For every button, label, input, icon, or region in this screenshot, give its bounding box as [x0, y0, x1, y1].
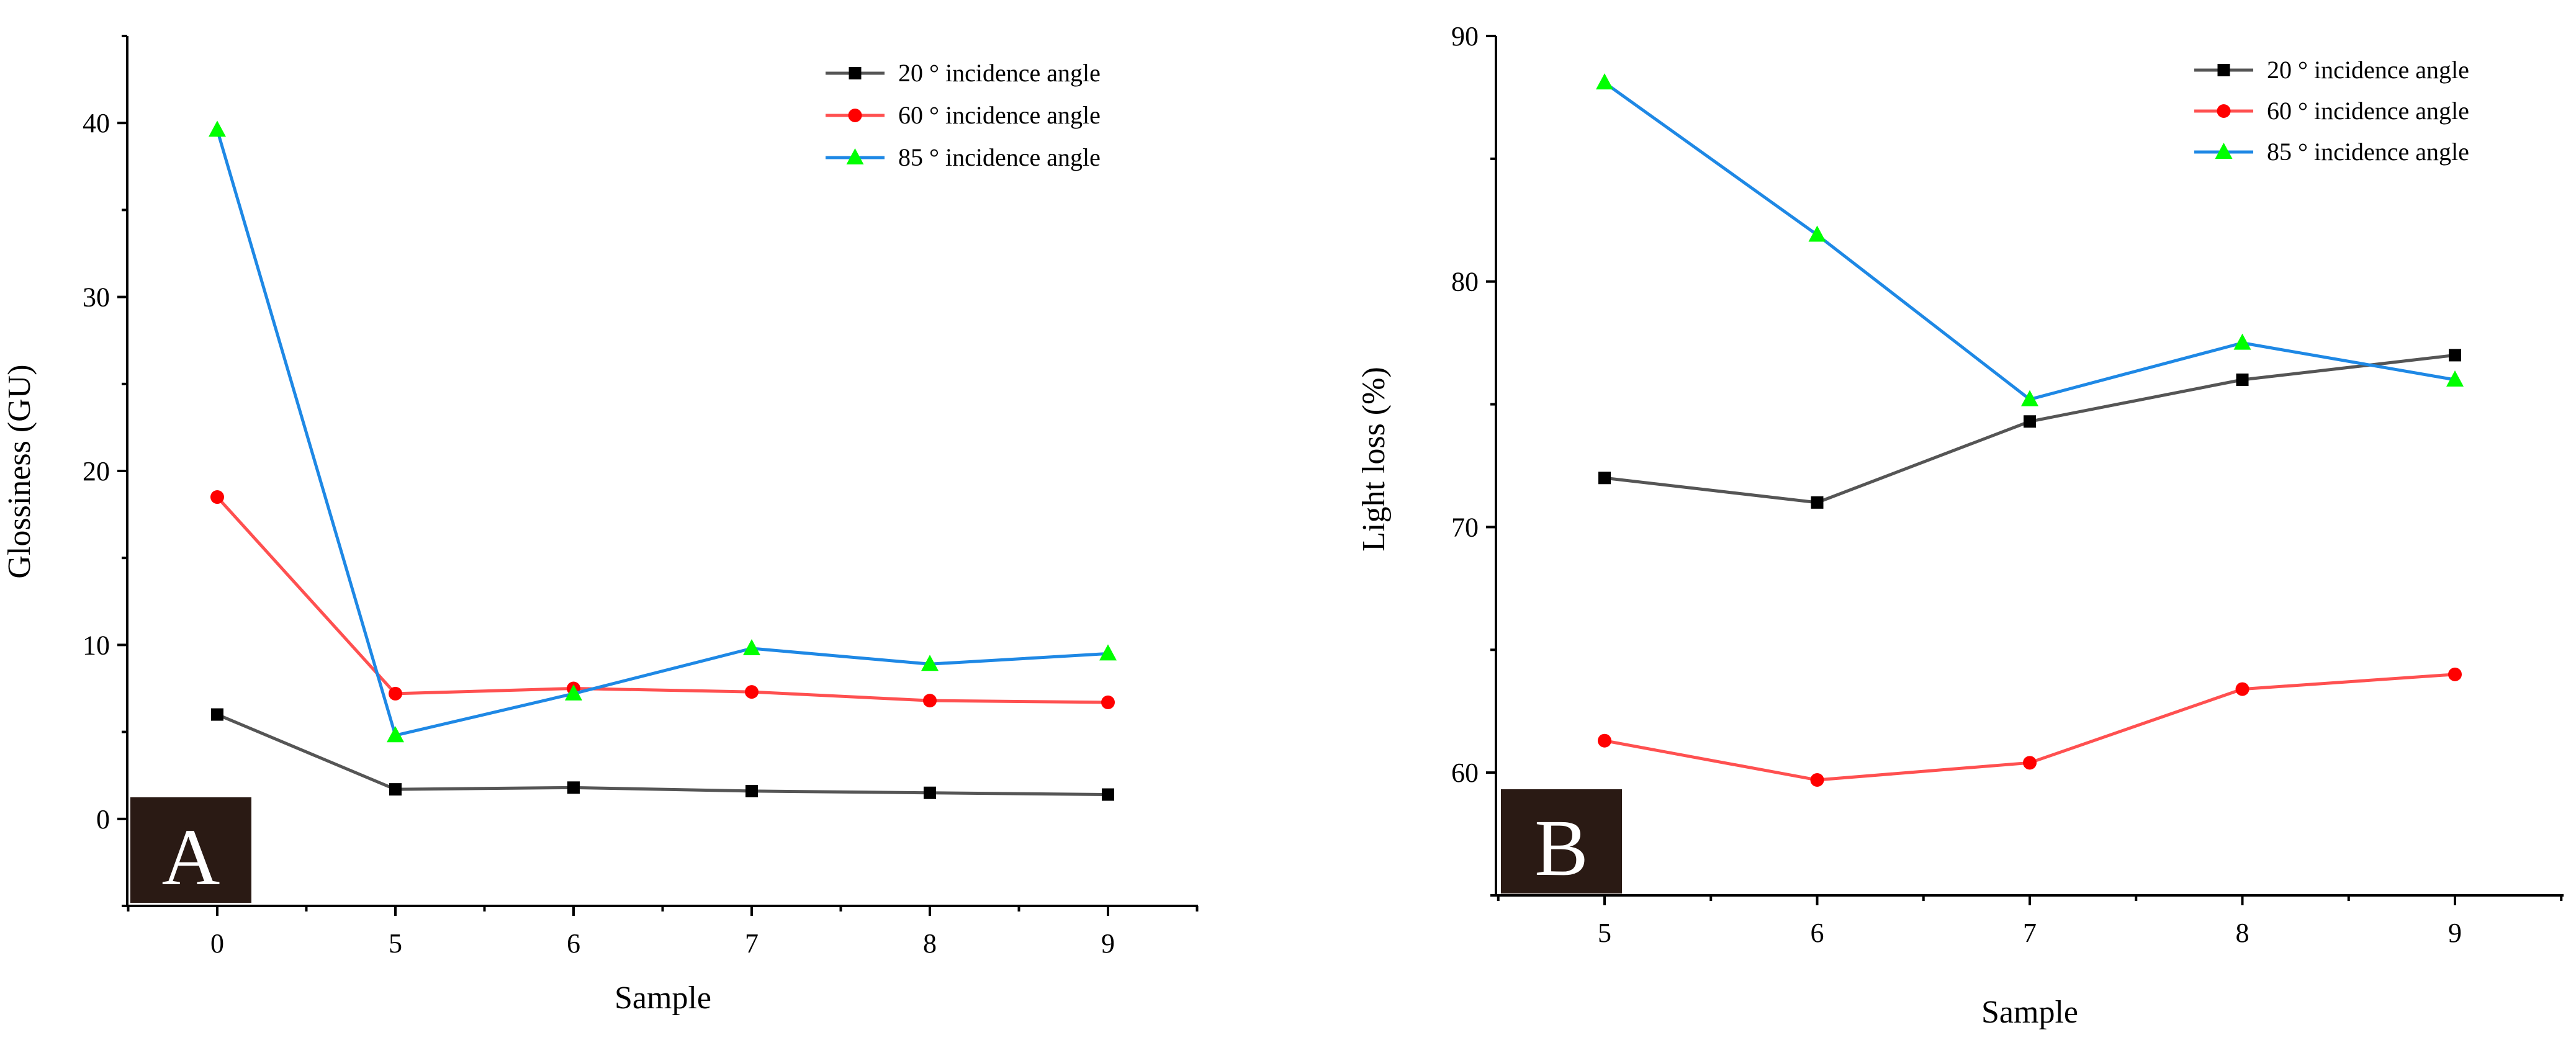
series-1-point	[1598, 472, 1611, 485]
y-axis-title: Light loss (%)	[1356, 367, 1392, 552]
series-2-point	[2448, 667, 2462, 681]
series-2-point	[1810, 773, 1824, 787]
series-3-point	[743, 639, 760, 656]
legend-marker-2	[848, 109, 862, 122]
series-3-point	[2233, 333, 2251, 350]
series-1-point	[1811, 496, 1824, 509]
x-axis-title: Sample	[1981, 995, 2078, 1030]
panel-label-box	[1501, 789, 1622, 893]
legend-label-2: 60 ° incidence angle	[2267, 97, 2469, 125]
series-3-point	[1808, 225, 1826, 242]
series-2-point	[389, 686, 402, 701]
x-tick-label: 8	[2236, 918, 2249, 948]
chart-panel-a: 0 10 20 30 40 0 5 6 7 8 9 Sample Glossiness (GU) 20 °…	[2, 35, 1199, 1016]
x-tick-label: 7	[2023, 918, 2037, 948]
x-tick-label: 9	[2448, 918, 2462, 948]
series-2-point	[1598, 733, 1611, 748]
y-tick-label: 70	[1451, 512, 1479, 542]
x-tick-label: 5	[1598, 918, 1611, 948]
series-2-point	[1101, 695, 1115, 709]
series-2-point	[210, 490, 224, 504]
y-tick-label: 30	[83, 282, 110, 313]
x-tick-label: 8	[923, 928, 937, 959]
x-tick-label: 5	[389, 928, 402, 959]
legend-label-2: 60 ° incidence angle	[898, 101, 1101, 129]
series-1-point	[1102, 788, 1114, 801]
series-2-point	[2235, 682, 2249, 696]
series-2-point	[745, 685, 759, 699]
series-1-point	[2236, 374, 2249, 386]
y-tick-label: 60	[1451, 758, 1479, 788]
series-1-point	[924, 786, 936, 799]
y-tick-label: 40	[83, 108, 110, 138]
panel-label: B	[1534, 804, 1588, 893]
x-axis-title: Sample	[615, 980, 711, 1016]
panel-label-box	[130, 797, 251, 903]
legend-marker-1	[849, 67, 862, 79]
x-tick-label: 7	[745, 928, 759, 959]
y-axis-title: Glossiness (GU)	[2, 364, 37, 578]
series-3-point	[387, 726, 404, 743]
legend-label-3: 85 ° incidence angle	[898, 143, 1101, 171]
series-1-point	[745, 784, 758, 797]
legend-label-1: 20 ° incidence angle	[2267, 56, 2469, 84]
y-tick-label: 20	[83, 456, 110, 486]
legend-marker-3	[846, 148, 864, 164]
legend-marker-1	[2217, 64, 2230, 76]
legend-marker-3	[2215, 143, 2233, 159]
x-tick-label: 6	[1811, 918, 1824, 948]
y-tick-label: 0	[96, 804, 110, 835]
series-2-point	[923, 694, 937, 708]
series-3-point	[565, 684, 582, 701]
y-tick-label: 80	[1451, 267, 1479, 297]
panel-label: A	[162, 813, 220, 902]
series-3-point	[1596, 73, 1613, 90]
legend-label-3: 85 ° incidence angle	[2267, 138, 2469, 166]
series-3-point	[2021, 390, 2038, 406]
series-1-line	[217, 713, 1109, 797]
legend-marker-2	[2217, 104, 2231, 118]
series-1-point	[211, 708, 223, 721]
x-tick-label: 9	[1101, 928, 1115, 959]
series-2-point	[2023, 756, 2037, 770]
series-3-line	[215, 129, 1109, 737]
chart-panel-b: 60 70 80 90 5 6 7 8 9 Sample Light loss (%) 20 ° in…	[1356, 21, 2564, 1030]
series-2-line	[216, 496, 1109, 704]
legend-label-1: 20 ° incidence angle	[898, 59, 1101, 87]
x-tick-label: 6	[567, 928, 580, 959]
series-1-point	[389, 783, 402, 796]
x-tick-label: 0	[210, 928, 224, 959]
series-3-point	[1099, 644, 1117, 661]
y-tick-label: 10	[83, 630, 110, 660]
series-1-point	[2024, 415, 2036, 428]
series-1-point	[2449, 349, 2461, 362]
series-3-point	[2446, 370, 2464, 387]
series-1-point	[567, 781, 580, 794]
series-3-point	[209, 120, 226, 137]
series-3-point	[921, 655, 939, 671]
y-tick-label: 90	[1451, 21, 1479, 52]
